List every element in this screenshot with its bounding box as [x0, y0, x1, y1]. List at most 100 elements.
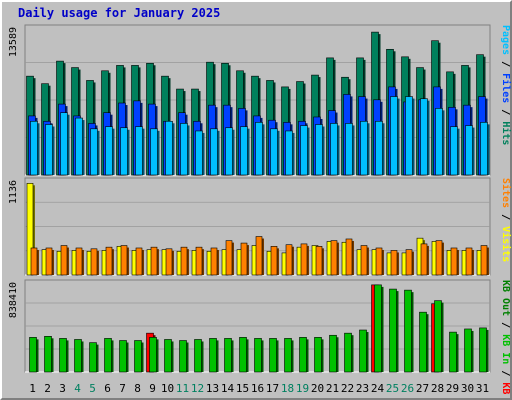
sites-bar-face	[271, 246, 277, 275]
pages-bar-face	[60, 112, 68, 175]
sites-bar-face	[136, 247, 142, 275]
visits-bar-face	[432, 241, 438, 275]
x-tick-label: 28	[431, 382, 444, 395]
pages-bar	[390, 96, 400, 176]
sites-bar	[435, 240, 444, 276]
pages-bar-shadow	[247, 128, 250, 175]
kb-in-bar	[359, 329, 369, 373]
sites-bar-face	[286, 244, 292, 275]
sites-bar-face	[61, 245, 67, 275]
kb-in-bar-shadow	[171, 341, 174, 372]
pages-bar-outline	[480, 122, 488, 176]
sites-bar	[210, 247, 219, 276]
visits-bar-face	[402, 252, 408, 275]
pages-bar	[30, 120, 40, 176]
sites-bar-face	[436, 240, 442, 275]
pages-bar-outline	[225, 127, 233, 176]
sites-bar-outline	[75, 247, 83, 276]
kb-in-bar-outline	[299, 337, 307, 373]
x-tick-label: 10	[161, 382, 174, 395]
legend-item: Hits	[500, 121, 512, 145]
sites-bar	[120, 245, 129, 276]
legend-separator: /	[500, 364, 511, 382]
pages-bar-face	[90, 128, 98, 175]
sites-bar-shadow	[67, 247, 69, 275]
sites-bar-outline	[420, 243, 428, 276]
pages-bar	[405, 96, 415, 176]
pages-bar	[345, 123, 355, 176]
pages-bar-face	[240, 126, 248, 175]
kb-in-bar-shadow	[411, 292, 414, 372]
sites-bar-face	[106, 247, 112, 275]
kb-in-bar-face	[119, 340, 127, 372]
kb-in-bar	[104, 338, 114, 373]
kb-in-bar	[74, 339, 84, 373]
sites-bar-shadow	[97, 250, 99, 275]
x-tick-label: 30	[461, 382, 474, 395]
kb-in-bar-outline	[329, 334, 337, 373]
pages-bar-face	[75, 118, 83, 175]
kb-in-bar-shadow	[216, 340, 219, 372]
pages-bar	[480, 122, 490, 176]
kb-in-bar-outline	[89, 342, 97, 373]
sites-bar-outline	[330, 240, 338, 276]
pages-bar-outline	[405, 96, 413, 176]
kb-in-bar	[389, 288, 399, 373]
kb-in-bar	[149, 337, 159, 373]
pages-bar-face	[120, 127, 128, 175]
legend-separator: /	[500, 103, 511, 121]
visits-bar-face	[207, 251, 213, 275]
kb-in-bar-shadow	[456, 334, 459, 372]
x-tick-label: 29	[446, 382, 459, 395]
sites-bar	[135, 247, 144, 276]
sites-bar-outline	[150, 246, 158, 276]
sites-bar	[180, 246, 189, 276]
kb-in-bar-outline	[164, 339, 172, 373]
pages-bar	[195, 130, 205, 176]
sites-bar-outline	[345, 238, 353, 276]
pages-bar	[270, 128, 280, 176]
kb-in-bar-face	[149, 337, 157, 372]
kb-in-bar-shadow	[426, 314, 429, 372]
sites-bar-outline	[195, 246, 203, 276]
kb-in-bar	[209, 338, 219, 373]
pages-bar	[240, 126, 250, 176]
x-tick-label: 12	[191, 382, 204, 395]
pages-bar-shadow	[67, 114, 70, 175]
pages-bar-outline	[375, 120, 383, 176]
pages-bar-shadow	[337, 125, 340, 175]
sites-bar-outline	[375, 247, 383, 276]
sites-bar-outline	[135, 247, 143, 276]
pages-bar-shadow	[487, 124, 490, 175]
visits-bar-face	[387, 252, 393, 275]
pages-bar	[105, 126, 115, 176]
sites-bar	[75, 247, 84, 276]
sites-bar-shadow	[307, 245, 309, 275]
pages-bar-outline	[270, 128, 278, 176]
x-tick-label: 5	[89, 382, 96, 395]
sites-bar-face	[211, 247, 217, 275]
sites-bar-shadow	[157, 249, 159, 275]
sites-bar-face	[466, 247, 472, 275]
kb-in-bar-face	[194, 339, 202, 372]
kb-in-bar-shadow	[126, 342, 129, 372]
legend-item: KB Out	[500, 280, 511, 316]
pages-bar	[180, 123, 190, 176]
sites-bar	[390, 250, 399, 276]
pages-bar-shadow	[367, 123, 370, 175]
kb-in-bar-outline	[359, 329, 367, 373]
kb-in-bar-face	[164, 339, 172, 372]
sites-bar-face	[301, 243, 307, 275]
kb-in-bar	[179, 340, 189, 373]
pages-bar-face	[465, 125, 473, 175]
kb-in-bar-outline	[59, 338, 67, 373]
pages-bar-face	[180, 123, 188, 175]
pages-bar-shadow	[307, 127, 310, 175]
kb-in-bar	[344, 332, 354, 373]
visits-bar-face	[462, 250, 468, 275]
sites-bar-shadow	[37, 249, 39, 275]
pages-bar-outline	[90, 128, 98, 176]
sites-bar-face	[346, 238, 352, 275]
pages-bar	[45, 124, 55, 176]
sites-bar	[405, 249, 414, 276]
